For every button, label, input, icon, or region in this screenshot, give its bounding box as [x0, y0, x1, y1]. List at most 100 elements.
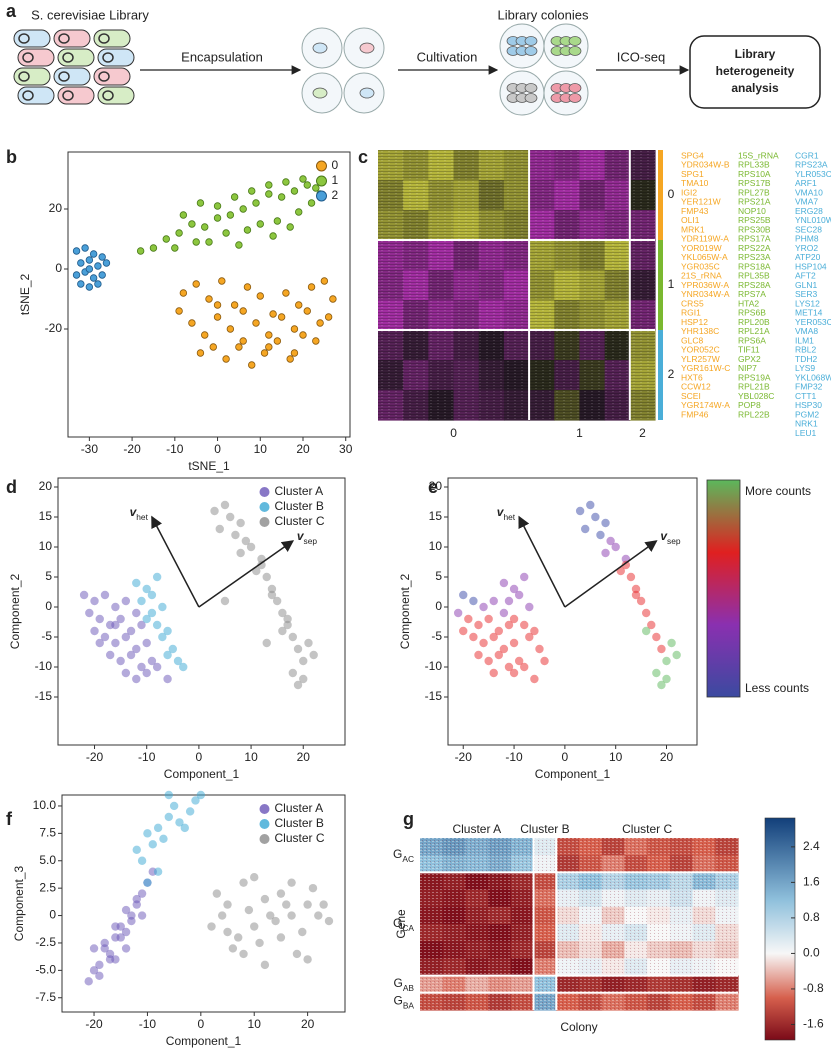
point: [509, 584, 519, 594]
gene-name: RPS22A: [738, 243, 771, 253]
point: [244, 905, 254, 915]
yeast-nucleus: [102, 90, 114, 101]
point: [248, 187, 256, 195]
droplet-cell: [312, 87, 328, 99]
vector-label-sub: het: [503, 512, 515, 522]
point: [148, 840, 157, 849]
point: [77, 259, 85, 267]
point: [171, 244, 179, 252]
point: [132, 674, 141, 684]
point: [152, 620, 162, 630]
x-tick-label: 0: [214, 442, 221, 456]
point: [581, 524, 590, 534]
row-group-label-main: G: [393, 916, 402, 930]
vector-label: vsep: [297, 529, 318, 546]
gene-name: RPL22B: [738, 409, 770, 419]
x-axis-label: Component_1: [164, 767, 240, 781]
point: [152, 572, 162, 582]
point: [79, 590, 89, 600]
gene-name: SCEI: [681, 391, 701, 401]
point: [196, 199, 205, 207]
point: [283, 614, 292, 624]
y-tick-label: 10: [429, 539, 443, 553]
gene-name: RPL21A: [738, 326, 770, 336]
point: [278, 626, 287, 636]
point: [85, 256, 94, 264]
point: [136, 247, 145, 255]
x-tick-label: -10: [139, 1017, 157, 1031]
point: [464, 614, 473, 624]
row-group-label: GBA: [393, 994, 414, 1011]
point: [248, 361, 256, 369]
yeast-nucleus: [102, 52, 114, 63]
gene-name: YGR174W-A: [681, 400, 730, 410]
point: [282, 289, 290, 297]
gene-name: GLN1: [795, 280, 817, 290]
colony-droplet: [499, 23, 545, 69]
point: [459, 626, 468, 636]
point: [257, 560, 266, 570]
point: [132, 894, 141, 904]
colony-cell: [524, 93, 538, 103]
vector-label-main: v: [130, 505, 138, 519]
gene-name: YOR052C: [681, 345, 720, 355]
vector-label-main: v: [297, 529, 305, 543]
gene-name: RPS7A: [738, 289, 766, 299]
point: [213, 214, 222, 222]
gene-name: RGI1: [681, 308, 701, 318]
y-axis-label: tSNE_2: [18, 273, 32, 315]
point: [316, 319, 324, 327]
droplet-cell: [359, 87, 375, 99]
legend-label: Cluster A: [275, 484, 324, 498]
point: [509, 614, 519, 624]
y-tick-label: 10: [39, 539, 53, 553]
yeast-nucleus: [18, 33, 30, 44]
vector-label-main: v: [497, 505, 505, 519]
x-tick-label: 20: [301, 1017, 315, 1031]
gene-name: RPL20B: [738, 317, 770, 327]
gene-name: VMA8: [795, 326, 818, 336]
gene-name: RPS30B: [738, 224, 771, 234]
x-tick-label: -10: [505, 750, 523, 764]
point: [213, 313, 222, 321]
gene-name: CTT1: [795, 391, 817, 401]
point: [95, 614, 104, 624]
x-tick-label: 20: [296, 442, 310, 456]
point: [243, 226, 252, 234]
point: [137, 911, 147, 920]
point: [210, 506, 219, 516]
gene-name: RPL35B: [738, 271, 770, 281]
point: [647, 620, 656, 630]
point: [601, 548, 610, 558]
point: [672, 650, 681, 660]
point: [226, 512, 235, 522]
row-group-label-sub: AC: [402, 854, 414, 864]
point: [111, 638, 120, 648]
colorbar-tick-label: 1.6: [803, 875, 820, 889]
point: [324, 313, 333, 321]
point: [266, 911, 275, 920]
gene-name: RPS23A: [795, 160, 828, 170]
colony-cell: [524, 83, 538, 93]
point: [132, 644, 141, 654]
gene-name: LEU1: [795, 428, 817, 438]
point: [657, 680, 666, 690]
point: [303, 955, 312, 964]
point: [85, 265, 94, 273]
point: [137, 596, 146, 606]
panel-label: b: [6, 147, 17, 167]
point: [223, 927, 232, 937]
point: [241, 536, 251, 546]
point: [265, 331, 273, 339]
point: [126, 650, 136, 660]
cluster-bar: [658, 240, 663, 330]
point: [95, 638, 104, 648]
gene-name: ILM1: [795, 335, 814, 345]
x-tick-label: 10: [244, 750, 258, 764]
y-tick-label: 20: [49, 201, 63, 215]
point: [520, 572, 529, 582]
point: [149, 244, 158, 252]
point: [269, 310, 277, 318]
gene-name: RPS21A: [738, 197, 771, 207]
point: [272, 596, 282, 606]
